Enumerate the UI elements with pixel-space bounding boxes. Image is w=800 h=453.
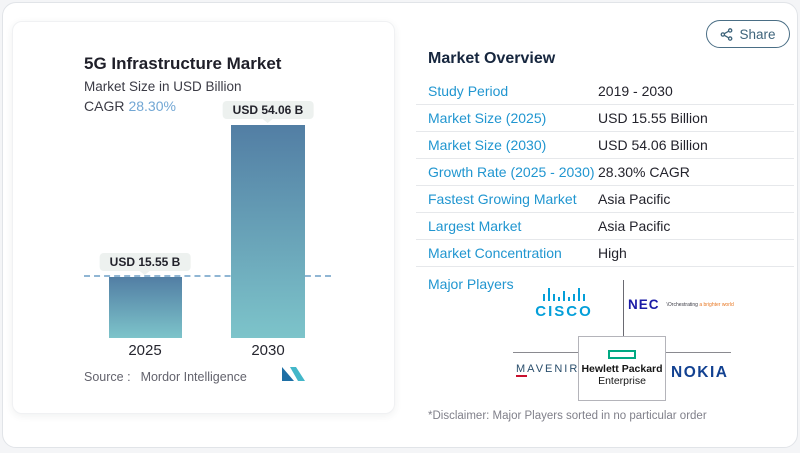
- chart-subtitle: Market Size in USD Billion: [84, 79, 242, 94]
- nec-tagline: \Orchestrating a brighter world: [666, 301, 734, 308]
- major-players-label: Major Players: [428, 276, 514, 292]
- cisco-wordmark: CISCO: [535, 303, 593, 320]
- source-name: Mordor Intelligence: [140, 370, 247, 384]
- row-label: Largest Market: [428, 218, 522, 234]
- row-value: Asia Pacific: [598, 191, 671, 207]
- table-row: Fastest Growing Market Asia Pacific: [416, 186, 794, 213]
- hpe-wordmark-line1: Hewlett Packard: [581, 363, 663, 375]
- row-label: Study Period: [428, 83, 509, 99]
- logo-grid-horizontal-line-left: [513, 352, 578, 353]
- cagr-label: CAGR: [84, 98, 125, 114]
- x-axis-label-2030: 2030: [251, 342, 285, 359]
- hpe-logo: Hewlett Packard Enterprise: [578, 336, 666, 401]
- bar-2030: [231, 125, 305, 338]
- cisco-bars-icon: [531, 287, 597, 301]
- table-row: Growth Rate (2025 - 2030) 28.30% CAGR: [416, 159, 794, 186]
- row-value: Asia Pacific: [598, 218, 671, 234]
- source-line: Source : Mordor Intelligence: [84, 370, 247, 384]
- report-card: 5G Infrastructure Market Market Size in …: [2, 2, 798, 448]
- source-label: Source :: [84, 370, 131, 384]
- bar-value-tag-2030: USD 54.06 B: [222, 101, 314, 119]
- cisco-logo: CISCO: [531, 287, 597, 320]
- reference-dashed-line: [84, 275, 331, 277]
- chart-title: 5G Infrastructure Market: [84, 54, 282, 73]
- row-label: Market Size (2030): [428, 137, 547, 153]
- bar-2025: [109, 277, 182, 338]
- share-button-label: Share: [739, 26, 776, 42]
- row-value: 28.30% CAGR: [598, 164, 690, 180]
- row-value: USD 15.55 Billion: [598, 110, 708, 126]
- row-value: 2019 - 2030: [598, 83, 673, 99]
- row-label: Fastest Growing Market: [428, 191, 577, 207]
- nec-logo: NEC \Orchestrating a brighter world: [628, 297, 734, 312]
- hpe-green-rectangle-icon: [608, 350, 636, 359]
- chart-card: 5G Infrastructure Market Market Size in …: [12, 21, 395, 414]
- table-row: Market Size (2025) USD 15.55 Billion: [416, 105, 794, 132]
- overview-table: Study Period 2019 - 2030 Market Size (20…: [416, 78, 794, 267]
- mavenir-logo: MAVENIR: [516, 363, 580, 377]
- table-row: Market Size (2030) USD 54.06 Billion: [416, 132, 794, 159]
- logo-grid-vertical-divider: [623, 280, 624, 336]
- nokia-logo: NOKIA: [671, 364, 729, 381]
- row-label: Market Size (2025): [428, 110, 547, 126]
- share-button[interactable]: Share: [706, 20, 790, 48]
- bar-value-tag-2025: USD 15.55 B: [99, 253, 191, 271]
- hpe-wordmark-line2: Enterprise: [598, 375, 646, 387]
- market-overview-panel: Share Market Overview Study Period 2019 …: [403, 3, 798, 453]
- overview-title: Market Overview: [428, 50, 556, 67]
- x-axis-label-2025: 2025: [128, 342, 162, 359]
- row-label: Growth Rate (2025 - 2030): [428, 164, 595, 180]
- table-row: Largest Market Asia Pacific: [416, 213, 794, 240]
- table-row: Market Concentration High: [416, 240, 794, 267]
- table-row: Study Period 2019 - 2030: [416, 78, 794, 105]
- row-value: High: [598, 245, 627, 261]
- share-icon: [721, 27, 733, 41]
- nec-wordmark: NEC: [628, 297, 660, 312]
- logo-grid-horizontal-line-right: [666, 352, 731, 353]
- disclaimer-text: *Disclaimer: Major Players sorted in no …: [428, 410, 707, 422]
- cagr-value: 28.30%: [128, 98, 176, 114]
- mordor-intelligence-logo-icon: [282, 367, 305, 381]
- cagr-line: CAGR 28.30%: [84, 98, 176, 114]
- row-label: Market Concentration: [428, 245, 562, 261]
- row-value: USD 54.06 Billion: [598, 137, 708, 153]
